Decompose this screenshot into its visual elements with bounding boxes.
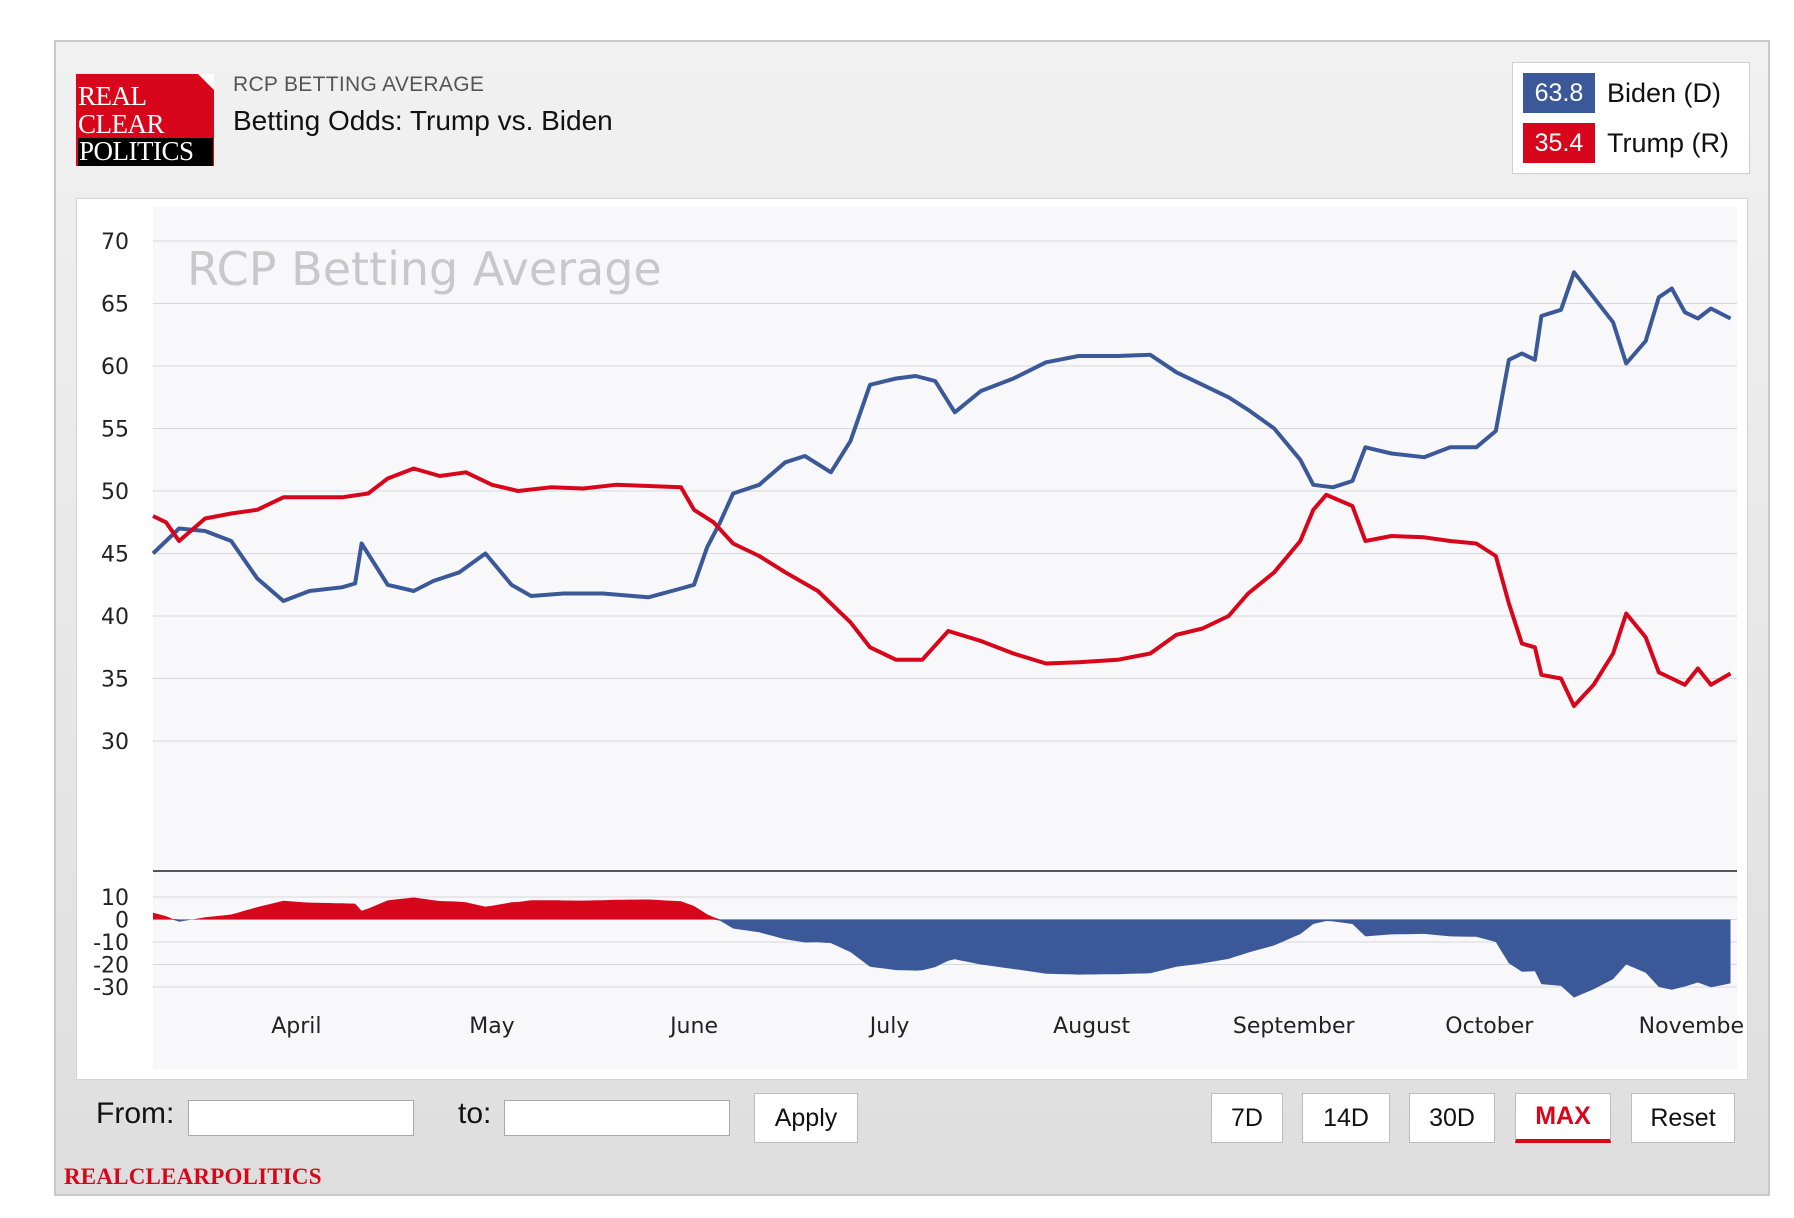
y-tick-label: 50 [101,480,129,505]
spread-tick-label: 10 [101,886,129,911]
x-month-label: October [1445,1014,1534,1039]
y-tick-label: 40 [101,605,129,630]
y-tick-label: 60 [101,355,129,380]
y-tick-label: 30 [101,730,129,755]
main-y-tick-labels: 30 35 40 45 50 55 60 65 70 [101,230,129,755]
x-month-label: September [1233,1014,1356,1039]
apply-button[interactable]: Apply [754,1093,858,1143]
legend: 63.8 Biden (D) 35.4 Trump (R) [1512,62,1750,174]
y-tick-label: 55 [101,418,129,443]
x-month-label: August [1053,1014,1130,1039]
series-lines [151,270,1732,708]
footer-brand: REALCLEARPOLITICS [64,1164,322,1189]
range-7d-button[interactable]: 7D [1211,1093,1283,1143]
legend-value-biden: 63.8 [1523,73,1595,113]
logo-corner [198,74,214,90]
range-30d-button[interactable]: 30D [1409,1093,1495,1143]
chart-title: Betting Odds: Trump vs. Biden [233,105,613,136]
range-max-button[interactable]: MAX [1515,1093,1611,1143]
main-gridlines [153,240,1737,742]
biden-series-line [151,270,1732,603]
spread-tick-label: 0 [115,909,129,934]
y-tick-label: 65 [101,293,129,318]
to-label: to: [458,1097,492,1130]
chart-area: 30 35 40 45 50 55 60 65 70 RCP Betting Average 1… [76,198,1748,1080]
legend-item-biden: 63.8 Biden (D) [1523,73,1721,113]
legend-name-biden: Biden (D) [1607,77,1722,108]
logo-line-2: CLEAR [78,109,165,139]
x-month-label: July [868,1014,910,1039]
x-month-label: April [271,1014,321,1039]
spread-area [153,897,1731,998]
to-date-input[interactable] [504,1100,730,1136]
spread-trump-area [153,897,1731,920]
from-label: From: [96,1097,175,1130]
chart-svg[interactable]: 30 35 40 45 50 55 60 65 70 RCP Betting Average 1… [77,199,1747,1079]
spread-y-tick-labels: 100-10-20-30 [93,886,129,1001]
legend-value-trump: 35.4 [1523,123,1595,163]
y-tick-label: 70 [101,230,129,255]
logo-line-3: POLITICS [78,138,213,166]
reset-button[interactable]: Reset [1631,1093,1735,1143]
range-controls: From: to: Apply 7D 14D 30D MAX Reset [76,1080,1748,1158]
from-date-input[interactable] [188,1100,414,1136]
spread-biden-area [153,919,1731,998]
y-tick-label: 35 [101,668,129,693]
y-tick-label: 45 [101,543,129,568]
chart-kicker: RCP BETTING AVERAGE [233,73,485,96]
x-month-label: Novembe [1639,1014,1744,1039]
legend-name-trump: Trump (R) [1607,127,1729,158]
range-14d-button[interactable]: 14D [1302,1093,1390,1143]
x-month-label: June [668,1014,718,1039]
x-month-label: May [469,1014,514,1039]
legend-item-trump: 35.4 Trump (R) [1523,123,1729,163]
spread-tick-label: -30 [93,976,129,1001]
chart-watermark: RCP Betting Average [187,242,662,296]
x-month-labels: April May June July August September October No… [271,1014,1744,1039]
rcp-logo: REAL CLEAR POLITICS [76,74,214,166]
spread-tick-label: -10 [93,931,129,956]
spread-tick-label: -20 [93,954,129,979]
logo-line-1: REAL [78,81,147,111]
trump-series-line [152,466,1732,708]
